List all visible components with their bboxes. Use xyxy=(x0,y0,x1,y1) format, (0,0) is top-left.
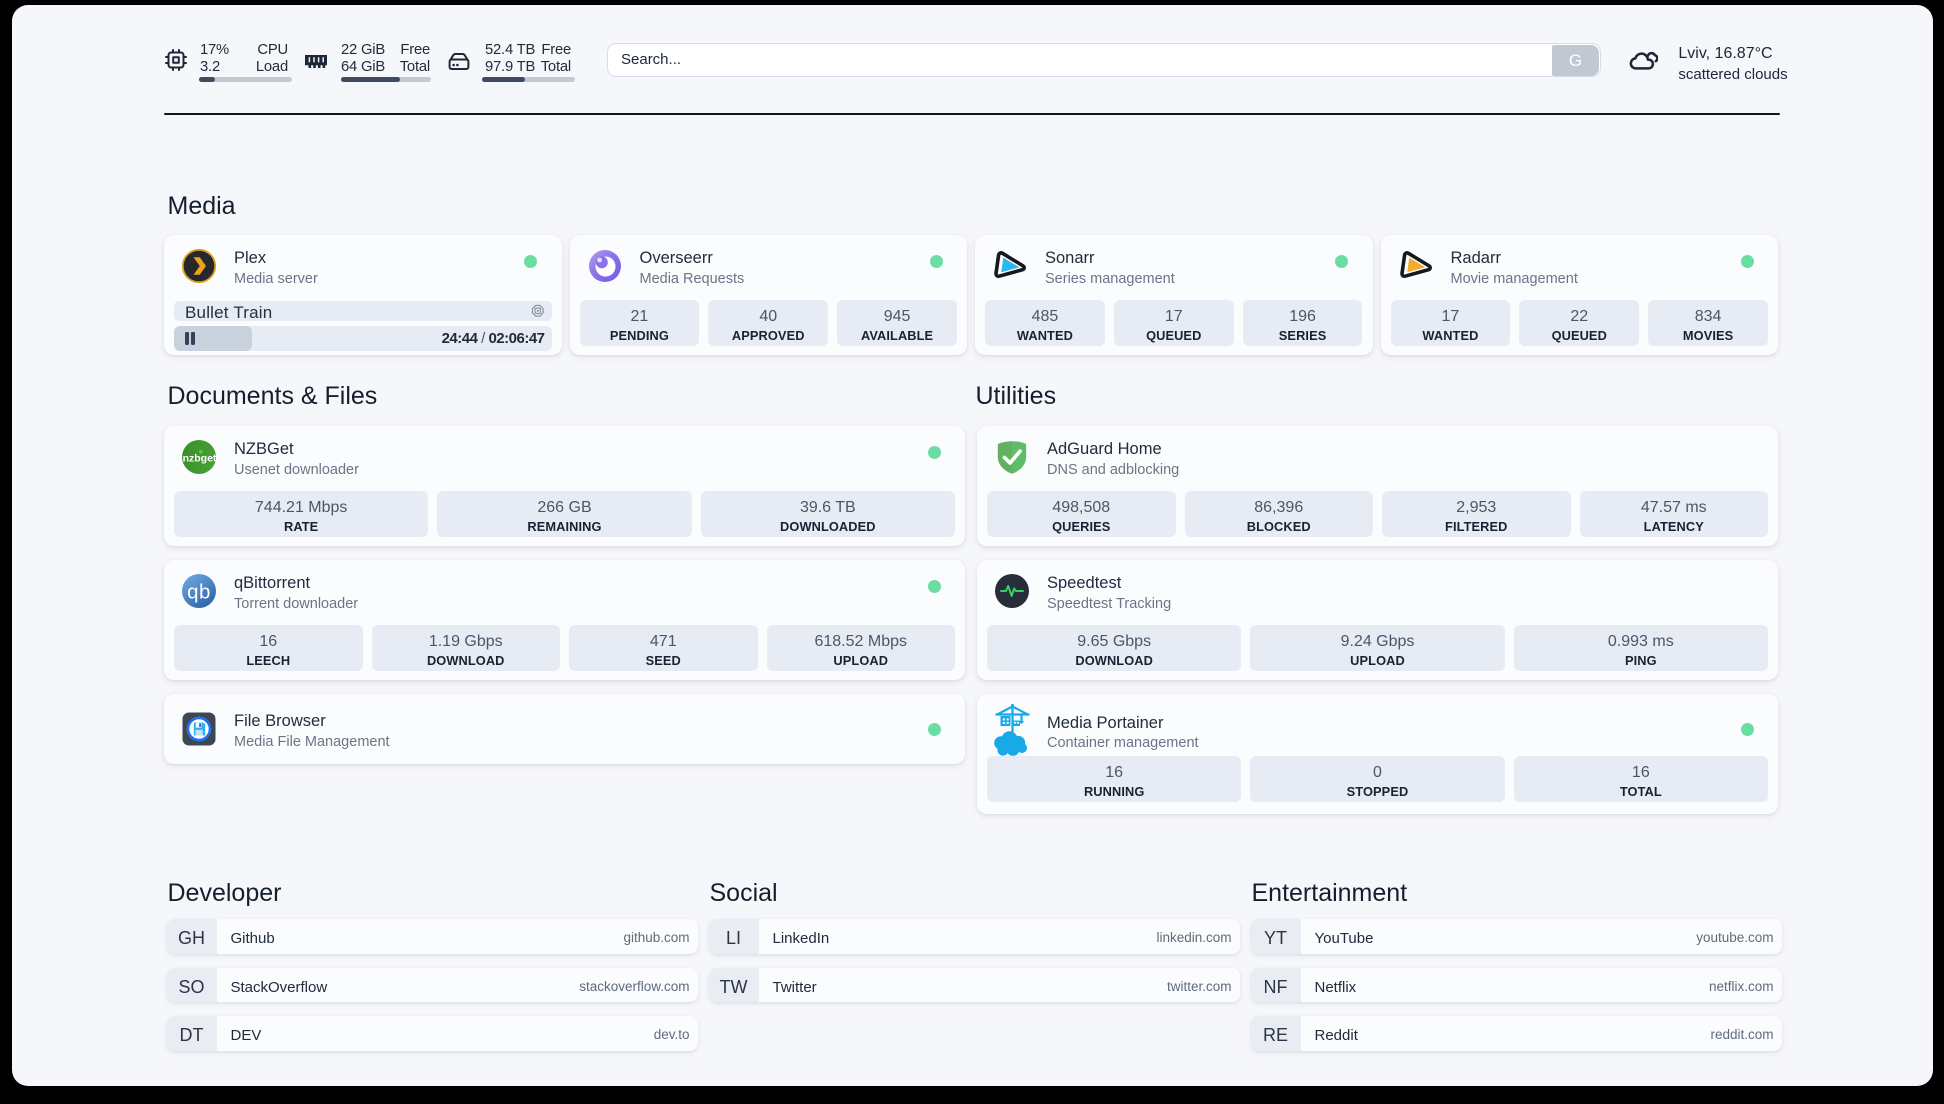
svg-text:qb: qb xyxy=(187,581,211,604)
svg-text:nzbget: nzbget xyxy=(183,453,216,465)
